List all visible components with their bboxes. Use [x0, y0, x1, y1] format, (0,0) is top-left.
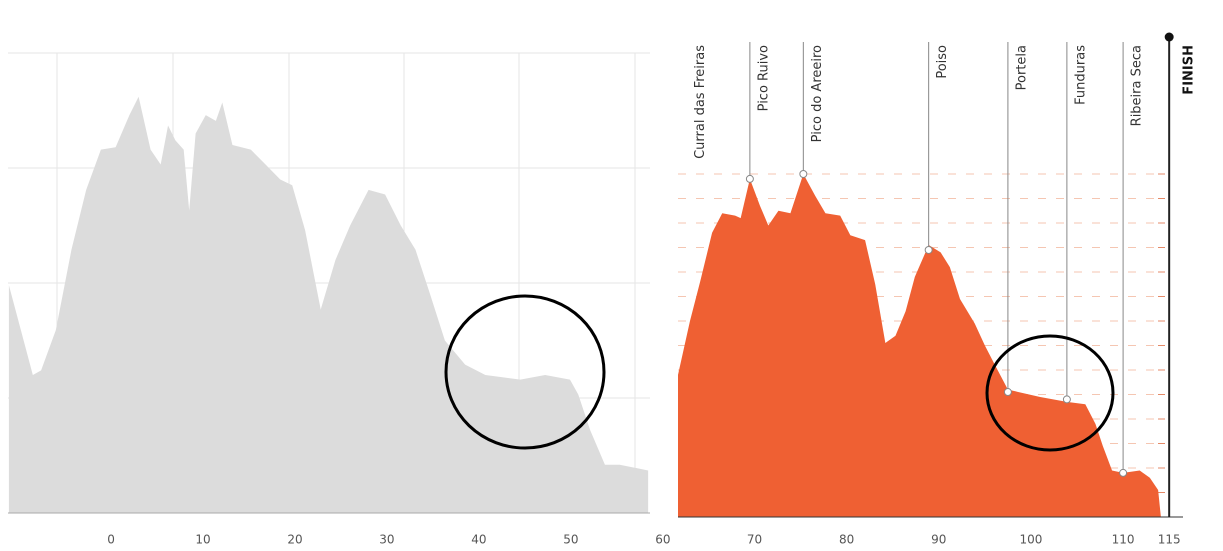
elevation-area — [8, 96, 649, 513]
waypoint-label: Poiso — [935, 45, 950, 79]
x-tick-label: 110 — [1112, 533, 1135, 547]
waypoint-marker — [1062, 395, 1071, 404]
chart-layer: 0 10 20 30 40 50 60 70 80 90 100 110 115 Curral das F… — [8, 32, 1197, 547]
x-tick-label: 115 — [1158, 533, 1181, 547]
x-tick-label: 80 — [839, 533, 854, 547]
waypoint-marker — [1119, 468, 1128, 477]
waypoint-label: Curral das Freiras — [693, 45, 708, 159]
finish-label: FINISH — [1182, 45, 1197, 95]
waypoint-label: Ribeira Seca — [1130, 45, 1145, 126]
x-tick-label: 100 — [1019, 533, 1042, 547]
x-tick-label: 10 — [195, 533, 210, 547]
x-tick-label: 50 — [563, 533, 578, 547]
waypoint-marker — [745, 174, 754, 183]
x-tick-label: 60 — [655, 533, 670, 547]
waypoint-label: Pico do Areeiro — [810, 45, 825, 142]
x-tick-label: 70 — [747, 533, 762, 547]
elevation-area — [678, 174, 1161, 517]
x-tick-label: 90 — [931, 533, 946, 547]
finish-dot — [1164, 32, 1174, 42]
highlight-circle — [985, 334, 1115, 452]
waypoint-marker — [924, 245, 933, 254]
waypoint-marker — [799, 170, 808, 178]
x-tick-label: 20 — [287, 533, 302, 547]
highlight-circle — [444, 294, 606, 450]
waypoint-label: Funduras — [1073, 45, 1088, 105]
waypoint-marker — [1003, 388, 1012, 397]
x-tick-label: 0 — [107, 533, 115, 547]
x-tick-label: 30 — [379, 533, 394, 547]
x-tick-label: 40 — [471, 533, 486, 547]
waypoint-label: Pico Ruivo — [756, 45, 771, 111]
waypoint-label: Portela — [1014, 45, 1029, 90]
